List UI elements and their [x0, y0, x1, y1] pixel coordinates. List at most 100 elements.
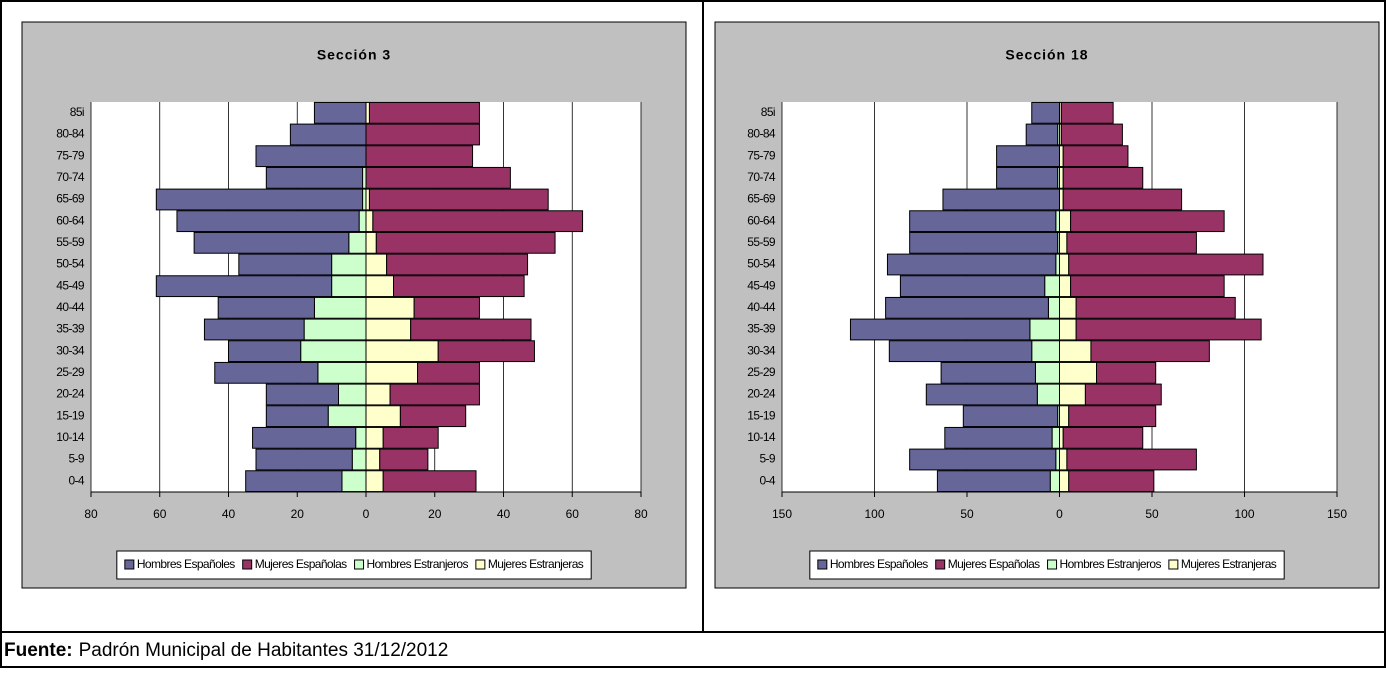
x-tick-label: 40: [497, 507, 511, 521]
bar: [888, 340, 1033, 363]
y-tick-label: 45-49: [747, 278, 776, 292]
y-tick-label: 45-49: [56, 278, 85, 292]
y-tick-label: 50-54: [56, 257, 85, 271]
y-tick-label: 30-34: [56, 343, 85, 357]
x-tick-label: 80: [84, 507, 98, 521]
bar: [1055, 448, 1061, 471]
bar: [936, 470, 1051, 493]
y-tick-label: 80-84: [747, 127, 776, 141]
bar: [1059, 145, 1064, 168]
bar: [389, 383, 480, 406]
bar: [1044, 275, 1060, 298]
bar: [217, 296, 315, 319]
bar: [300, 340, 367, 363]
bar: [1031, 340, 1060, 363]
y-tick-label: 75-79: [747, 148, 776, 162]
legend-label: Hombres Españoles: [137, 557, 235, 571]
bar: [358, 210, 367, 233]
bar: [365, 275, 394, 298]
bar: [365, 101, 370, 124]
bar: [437, 340, 535, 363]
bar: [944, 426, 1053, 449]
x-tick-label: 20: [291, 507, 305, 521]
bar: [365, 405, 401, 428]
legend-label: Hombres Estranjeros: [367, 557, 469, 571]
bar: [1070, 210, 1225, 233]
bar: [1059, 405, 1070, 428]
bar: [155, 275, 333, 298]
bar: [1059, 318, 1077, 341]
legend-label: Mujeres Estranjeras: [488, 557, 584, 571]
x-tick-label: 0: [363, 507, 370, 521]
bar: [1059, 275, 1072, 298]
footer: Fuente: Padrón Municipal de Habitantes 31…: [4, 640, 448, 661]
bar: [399, 405, 467, 428]
legend-swatch: [242, 559, 253, 570]
bar: [331, 275, 367, 298]
bar: [327, 405, 367, 428]
bar: [962, 405, 1059, 428]
chart-title: Sección 3: [317, 47, 391, 63]
bar: [1047, 296, 1061, 319]
bar: [1068, 253, 1264, 276]
bar: [1059, 253, 1070, 276]
y-tick-label: 0-4: [68, 473, 84, 487]
bar: [348, 231, 367, 254]
y-tick-label: 55-59: [56, 235, 85, 249]
legend-label: Hombres Españoles: [830, 557, 928, 571]
bar: [365, 383, 391, 406]
x-tick-label: 100: [1234, 507, 1254, 521]
legend-label: Mujeres Españolas: [255, 557, 347, 571]
y-tick-label: 55-59: [747, 235, 776, 249]
bar: [203, 318, 305, 341]
bar: [365, 318, 412, 341]
x-tick-label: 60: [153, 507, 167, 521]
bar: [365, 448, 381, 471]
legend-box: [116, 550, 592, 580]
bar: [228, 340, 302, 363]
bar: [362, 188, 367, 211]
footer-label: Fuente:: [4, 640, 73, 661]
x-tick-label: 50: [960, 507, 974, 521]
legend-box: [809, 550, 1285, 580]
bar: [1059, 426, 1064, 449]
bar: [1060, 123, 1123, 146]
bar: [909, 448, 1057, 471]
bar: [1068, 405, 1157, 428]
bar: [214, 361, 319, 384]
bar: [382, 470, 477, 493]
bar: [341, 470, 367, 493]
bar: [849, 318, 1031, 341]
bar: [1059, 383, 1086, 406]
y-tick-label: 40-44: [56, 300, 85, 314]
y-tick-label: 15-19: [56, 408, 85, 422]
y-tick-label: 80-84: [56, 127, 85, 141]
bar: [942, 188, 1061, 211]
y-tick-label: 65-69: [747, 192, 776, 206]
bar: [1062, 166, 1144, 189]
chart-title: Sección 18: [1005, 47, 1088, 63]
legend-label: Mujeres Españolas: [948, 557, 1040, 571]
bar: [1059, 188, 1064, 211]
bar: [909, 231, 1059, 254]
bar: [289, 123, 367, 146]
bar: [1051, 426, 1060, 449]
bar: [313, 296, 367, 319]
legend-swatch: [354, 559, 365, 570]
bar: [252, 426, 357, 449]
bar: [996, 166, 1059, 189]
bar: [1034, 361, 1060, 384]
bar: [176, 210, 360, 233]
bar: [1066, 231, 1197, 254]
bar: [382, 426, 439, 449]
bar: [355, 426, 367, 449]
bar: [1070, 275, 1225, 298]
y-tick-label: 20-24: [747, 387, 776, 401]
bar: [1059, 166, 1064, 189]
bar: [1068, 470, 1155, 493]
x-tick-label: 150: [772, 507, 792, 521]
bar: [1096, 361, 1157, 384]
